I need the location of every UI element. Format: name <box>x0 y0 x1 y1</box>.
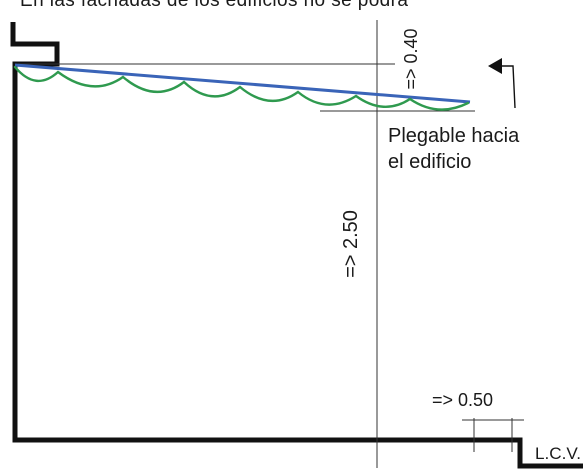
heading-fragment: En las fachadas de los edificios no se p… <box>20 0 408 11</box>
label-folding-line2: el edificio <box>388 151 471 173</box>
label-max-projection: => 0.40 <box>401 28 421 89</box>
awning-frame <box>14 63 471 104</box>
building-outline <box>10 22 583 469</box>
label-setback: => 0.50 <box>432 390 493 410</box>
label-lcv: L.C.V. <box>535 444 581 463</box>
arrow-left-icon <box>488 58 516 109</box>
awning-valance <box>13 65 470 111</box>
label-min-height: => 2.50 <box>340 210 362 278</box>
label-folding-line1: Plegable hacia <box>388 125 520 147</box>
